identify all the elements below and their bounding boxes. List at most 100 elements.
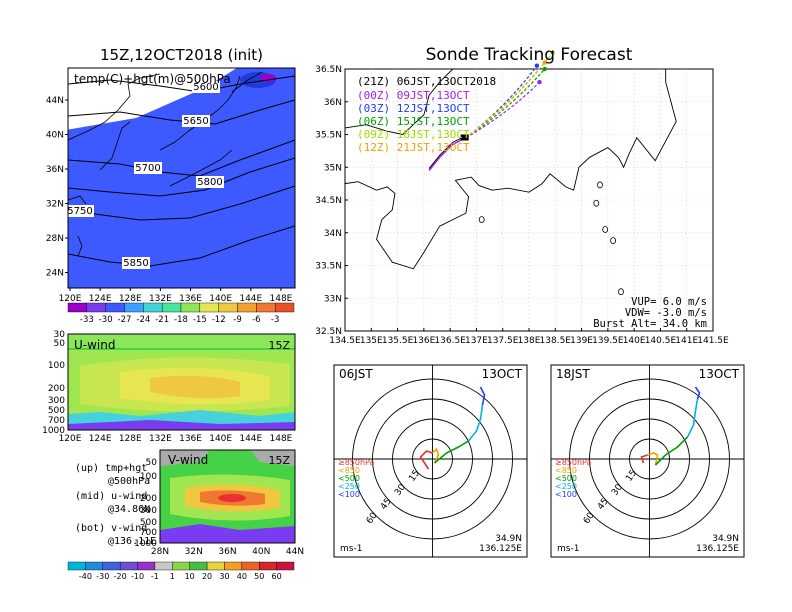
colorbar-label: -18 <box>174 315 188 325</box>
colorbar-swatch <box>137 561 156 571</box>
colorbar-label: -9 <box>233 315 241 325</box>
y-tick-label: 100 <box>140 472 157 482</box>
cross-section-note: (mid) u-wind <box>75 491 147 502</box>
hodograph-unit: ms-1 <box>340 544 362 554</box>
vwind-field <box>160 450 295 543</box>
coastline <box>231 71 263 93</box>
contour-label: 5600 <box>193 82 218 93</box>
colorbar-label: 30 <box>219 572 229 581</box>
uwind-band <box>68 420 295 430</box>
colorbar-label: 10 <box>185 572 195 581</box>
x-tick-label: 136E <box>179 434 202 444</box>
y-tick-label: 300 <box>140 506 157 516</box>
track-title: Sonde Tracking Forecast <box>426 45 633 65</box>
y-tick-label: 200 <box>140 494 157 504</box>
colorbar-swatch <box>180 302 201 313</box>
cross-section-note: @34.86N <box>108 504 150 515</box>
x-tick-label: 124E <box>89 434 112 444</box>
island <box>602 226 609 233</box>
colorbar-label: 20 <box>202 572 212 581</box>
colorbar-label: -6 <box>252 315 260 325</box>
hodograph-legend: <500 <box>338 474 360 483</box>
colorbar-swatch <box>274 302 295 313</box>
hodograph-trace <box>419 450 433 470</box>
contour-label-bg <box>134 162 162 174</box>
hodograph-trace <box>654 436 689 466</box>
hodograph-legend: ≥850hPa <box>338 458 375 467</box>
colorbar-label: 50 <box>254 572 264 581</box>
hodograph-frame <box>550 364 745 558</box>
hodograph-trace <box>686 398 699 438</box>
coastline <box>77 235 83 257</box>
hodograph-legend: <500 <box>555 474 577 483</box>
x-tick-label: 128E <box>119 434 142 444</box>
y-tick-label: 500 <box>48 406 65 416</box>
height-contour <box>68 139 295 177</box>
colorbar-label: -30 <box>99 315 113 325</box>
colorbar-swatch <box>172 561 190 571</box>
hodograph-legend: <250 <box>338 482 360 491</box>
cold-core <box>260 74 276 82</box>
x-tick-label: 140.5E <box>645 336 677 346</box>
track-param: VUP= 6.0 m/s <box>631 296 707 308</box>
uwind-band <box>150 375 240 399</box>
colorbar-label: -21 <box>155 315 169 325</box>
coastline <box>99 121 131 171</box>
y-tick-label: 40N <box>46 131 64 141</box>
hodograph-trace <box>694 386 701 400</box>
hodograph-trace <box>433 440 469 464</box>
y-tick-label: 36.5N <box>315 65 342 75</box>
colorbar-label: -33 <box>80 315 94 325</box>
x-tick-label: 134.5E <box>329 336 361 346</box>
x-tick-label: 132E <box>149 294 172 304</box>
x-tick-label: 40N <box>252 547 270 557</box>
uwind-frame <box>67 333 296 431</box>
contour-label: 5750 <box>67 206 92 217</box>
x-tick-label: 137.5E <box>487 336 519 346</box>
y-tick-label: 30 <box>54 330 66 340</box>
x-tick-label: 28N <box>151 547 169 557</box>
track-legend-entry: (12Z) 21JST,13OCT <box>357 141 470 154</box>
hodograph-time: 06JST <box>339 367 373 381</box>
colorbar-label: -24 <box>136 315 150 325</box>
vwind-frame <box>159 449 296 544</box>
x-tick-label: 132E <box>149 434 172 444</box>
y-tick-label: 32.5N <box>315 327 342 337</box>
hodograph-legend: <850 <box>338 466 360 475</box>
vwind-title: V-wind <box>168 453 208 467</box>
island <box>593 199 600 207</box>
x-tick-label: 136E <box>412 336 435 346</box>
contour-label: 5700 <box>135 163 160 174</box>
x-tick-label: 148E <box>270 294 293 304</box>
x-tick-label: 124E <box>89 294 112 304</box>
hodograph-unit: ms-1 <box>557 544 579 554</box>
track-legend-entry: (06Z) 15JST,13OCT <box>357 115 470 128</box>
contour-label: 5800 <box>197 177 222 188</box>
coastline <box>344 68 454 135</box>
colorbar-swatch <box>85 561 103 571</box>
hodograph-trace <box>647 452 659 466</box>
hodograph-lon: 136.125E <box>696 544 739 554</box>
height-contour <box>68 157 295 197</box>
colorbar-swatch <box>276 561 295 571</box>
x-tick-label: 141.5E <box>697 336 729 346</box>
y-tick-label: 300 <box>48 396 65 406</box>
hodograph-legend: <100 <box>338 490 360 499</box>
colorbar-label: 60 <box>272 572 282 581</box>
track-legend-entry: (09Z) 18JST,13OCT <box>357 128 470 141</box>
contour-label: 5850 <box>123 258 148 269</box>
x-tick-label: 120E <box>59 434 82 444</box>
island <box>478 216 485 224</box>
cross-section-note: @500hPa <box>108 476 150 487</box>
x-tick-label: 140E <box>209 294 232 304</box>
y-tick-label: 35.5N <box>315 131 342 141</box>
burst-point <box>534 63 540 68</box>
y-tick-label: 1000 <box>42 426 65 436</box>
coastline <box>344 69 677 270</box>
colorbar-swatch <box>161 302 182 313</box>
x-tick-label: 138E <box>518 336 541 346</box>
x-tick-label: 144E <box>239 294 262 304</box>
hodograph-time: 18JST <box>556 367 590 381</box>
uwind-band <box>68 334 295 348</box>
